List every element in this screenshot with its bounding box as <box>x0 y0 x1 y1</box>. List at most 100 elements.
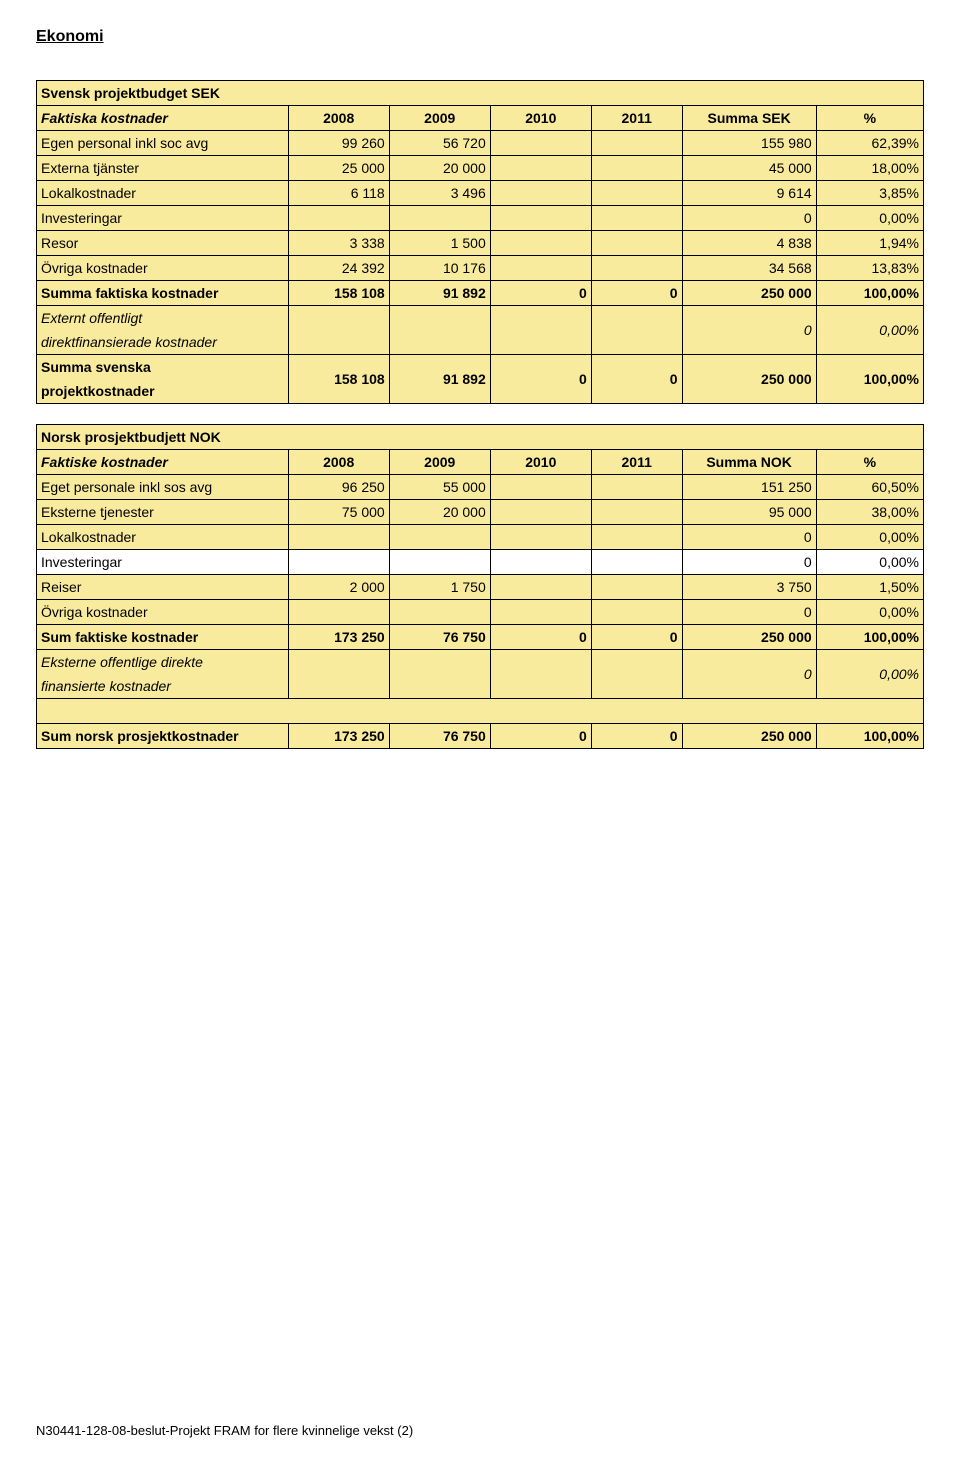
cell: 62,39% <box>816 131 923 156</box>
cell: 76 750 <box>389 625 490 650</box>
cell: Eget personale inkl sos avg <box>37 475 289 500</box>
cell <box>389 306 490 355</box>
cell: Summa SEK <box>682 106 816 131</box>
cell: 0 <box>591 724 682 749</box>
cell <box>288 206 389 231</box>
cell: 2010 <box>490 106 591 131</box>
cell <box>288 600 389 625</box>
cell: 0 <box>682 206 816 231</box>
table-row: Faktiska kostnader2008200920102011Summa … <box>37 106 924 131</box>
cell: 2011 <box>591 450 682 475</box>
cell: projektkostnader <box>37 379 289 404</box>
cell <box>490 600 591 625</box>
table-row: Resor3 3381 5004 8381,94% <box>37 231 924 256</box>
cell: 10 176 <box>389 256 490 281</box>
cell: Sum faktiske kostnader <box>37 625 289 650</box>
cell <box>288 650 389 699</box>
cell: 100,00% <box>816 724 923 749</box>
cell: 2008 <box>288 450 389 475</box>
cell: 25 000 <box>288 156 389 181</box>
cell: 0,00% <box>816 650 923 699</box>
cell: Lokalkostnader <box>37 181 289 206</box>
cell <box>591 500 682 525</box>
cell <box>490 306 591 355</box>
table-row: Investeringar00,00% <box>37 550 924 575</box>
table-row: Sum norsk prosjektkostnader173 25076 750… <box>37 724 924 749</box>
cell <box>591 181 682 206</box>
table-row: Egen personal inkl soc avg99 26056 72015… <box>37 131 924 156</box>
cell <box>490 500 591 525</box>
table-row: Faktiske kostnader2008200920102011Summa … <box>37 450 924 475</box>
cell: 3 750 <box>682 575 816 600</box>
cell: Externa tjänster <box>37 156 289 181</box>
table-row: Summa faktiska kostnader158 10891 892002… <box>37 281 924 306</box>
cell: 1 750 <box>389 575 490 600</box>
cell <box>591 550 682 575</box>
cell: 0 <box>591 281 682 306</box>
cell <box>591 650 682 699</box>
cell: % <box>816 450 923 475</box>
table-row: Lokalkostnader00,00% <box>37 525 924 550</box>
cell: 24 392 <box>288 256 389 281</box>
cell <box>490 206 591 231</box>
cell <box>591 475 682 500</box>
cell: 0,00% <box>816 600 923 625</box>
cell <box>490 131 591 156</box>
cell: 3,85% <box>816 181 923 206</box>
table-row <box>37 404 924 425</box>
cell <box>288 306 389 355</box>
cell <box>591 575 682 600</box>
cell: 6 118 <box>288 181 389 206</box>
cell <box>591 156 682 181</box>
cell: 250 000 <box>682 281 816 306</box>
cell: 60,50% <box>816 475 923 500</box>
cell: 3 496 <box>389 181 490 206</box>
cell <box>490 475 591 500</box>
cell: 173 250 <box>288 625 389 650</box>
cell: Faktiska kostnader <box>37 106 289 131</box>
cell: 55 000 <box>389 475 490 500</box>
cell: 0,00% <box>816 306 923 355</box>
cell: 56 720 <box>389 131 490 156</box>
cell: 20 000 <box>389 156 490 181</box>
cell: 173 250 <box>288 724 389 749</box>
cell <box>490 181 591 206</box>
cell: Investeringar <box>37 206 289 231</box>
cell: 4 838 <box>682 231 816 256</box>
cell: 2010 <box>490 450 591 475</box>
cell <box>389 600 490 625</box>
cell <box>591 600 682 625</box>
cell <box>389 525 490 550</box>
table-row <box>37 699 924 724</box>
cell <box>288 550 389 575</box>
cell: 100,00% <box>816 281 923 306</box>
cell: 0 <box>682 550 816 575</box>
cell: 13,83% <box>816 256 923 281</box>
table-row: Övriga kostnader00,00% <box>37 600 924 625</box>
budget-table: Svensk projektbudget SEKFaktiska kostnad… <box>36 80 924 749</box>
cell: 1 500 <box>389 231 490 256</box>
cell: Eksterne offentlige direkte <box>37 650 289 675</box>
cell: finansierte kostnader <box>37 674 289 699</box>
cell: 0 <box>591 625 682 650</box>
cell: 1,50% <box>816 575 923 600</box>
cell <box>288 525 389 550</box>
cell: 151 250 <box>682 475 816 500</box>
cell: 0,00% <box>816 525 923 550</box>
cell: Externt offentligt <box>37 306 289 331</box>
cell <box>490 231 591 256</box>
cell: 0 <box>682 650 816 699</box>
table-row: Lokalkostnader6 1183 4969 6143,85% <box>37 181 924 206</box>
cell: 75 000 <box>288 500 389 525</box>
table-row: Eksterne tjenester75 00020 00095 00038,0… <box>37 500 924 525</box>
cell: 76 750 <box>389 724 490 749</box>
cell: 0 <box>682 306 816 355</box>
cell: 250 000 <box>682 355 816 404</box>
cell: 0 <box>591 355 682 404</box>
page-footer: N30441-128-08-beslut-Projekt FRAM for fl… <box>36 1423 413 1438</box>
cell: 0 <box>490 724 591 749</box>
cell: 2009 <box>389 450 490 475</box>
cell: 1,94% <box>816 231 923 256</box>
cell: 99 260 <box>288 131 389 156</box>
cell: Summa NOK <box>682 450 816 475</box>
